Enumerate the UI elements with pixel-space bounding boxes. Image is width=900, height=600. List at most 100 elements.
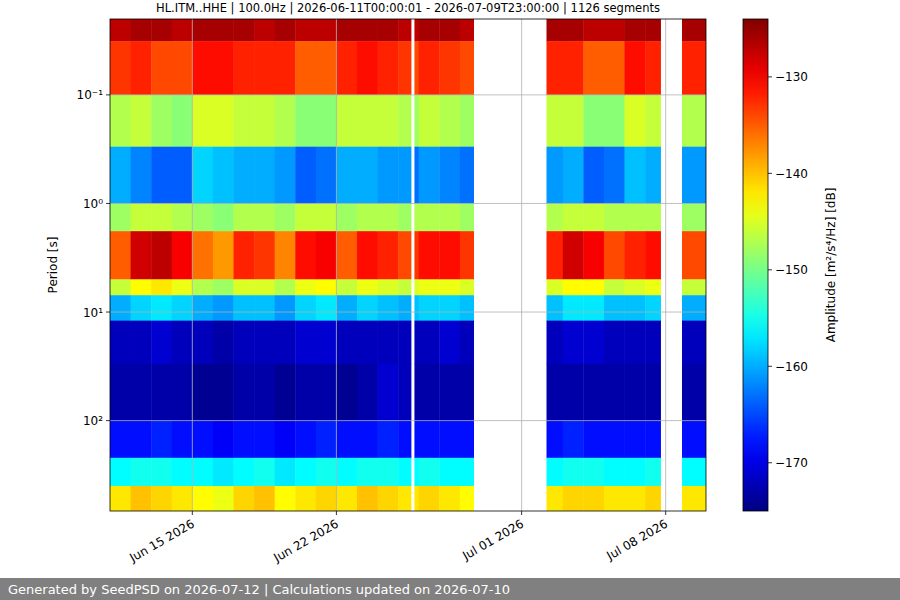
psd-cell (625, 147, 646, 204)
psd-cell (110, 147, 131, 204)
psd-cell (419, 95, 440, 147)
psd-cell (625, 41, 646, 95)
psd-cell (439, 421, 460, 459)
psd-cell (213, 364, 234, 421)
psd-cell (460, 364, 474, 421)
psd-cell (419, 486, 440, 511)
psd-cell (336, 421, 357, 459)
psd-cell (378, 95, 399, 147)
psd-cell (625, 421, 646, 459)
psd-cell (398, 321, 411, 365)
psd-cell (419, 19, 440, 42)
psd-cell (439, 95, 460, 147)
psd-cell (357, 203, 378, 231)
psd-cell (275, 486, 296, 511)
psd-cell (110, 295, 131, 321)
psd-cell (563, 486, 584, 511)
chart: Jun 15 2026Jun 22 2026Jul 01 2026Jul 08 … (0, 0, 900, 600)
psd-cell (460, 486, 474, 511)
psd-cell (316, 421, 337, 459)
psd-cell (439, 41, 460, 95)
psd-cell (295, 95, 316, 147)
colorbar-tick-label: −130 (775, 70, 808, 84)
psd-cell (275, 147, 296, 204)
psd-cell (546, 95, 563, 147)
x-tick (521, 511, 522, 515)
psd-cell (254, 41, 275, 95)
psd-cell (275, 231, 296, 280)
psd-cell (151, 231, 172, 280)
psd-cell (151, 41, 172, 95)
psd-cell (625, 19, 646, 42)
psd-cell (295, 295, 316, 321)
psd-cell (172, 486, 193, 511)
psd-cell (583, 203, 604, 231)
colorbar: −130−140−150−160−170Amplitude [m²/s⁴/Hz]… (743, 19, 838, 511)
psd-cell (645, 486, 661, 511)
y-tick-label: 10⁰ (83, 197, 103, 211)
psd-cell (563, 19, 584, 42)
psd-cell (378, 41, 399, 95)
psd-cell (378, 295, 399, 321)
psd-cell (378, 421, 399, 459)
psd-cell (254, 19, 275, 42)
psd-cell (414, 486, 419, 511)
psd-cell (604, 41, 625, 95)
psd-cell (254, 95, 275, 147)
psd-cell (563, 321, 584, 365)
psd-cell (254, 203, 275, 231)
x-tick-label: Jul 01 2026 (459, 517, 526, 564)
psd-cell (131, 486, 152, 511)
psd-cell (682, 147, 706, 204)
psd-cell (439, 279, 460, 295)
psd-cell (583, 19, 604, 42)
psd-cell (563, 147, 584, 204)
psd-cell (336, 458, 357, 487)
x-grid-line (336, 19, 337, 511)
psd-cell (110, 203, 131, 231)
psd-cell (378, 203, 399, 231)
psd-cell (254, 279, 275, 295)
psd-cell (414, 458, 419, 487)
colorbar-title: Amplitude [m²/s⁴/Hz] [dB] (824, 188, 838, 343)
psd-cell (213, 279, 234, 295)
psd-cell (419, 203, 440, 231)
psd-cell (414, 421, 419, 459)
psd-cell (192, 147, 213, 204)
x-tick-label: Jun 22 2026 (271, 517, 341, 566)
psd-cell (625, 486, 646, 511)
psd-cell (645, 203, 661, 231)
cells (110, 19, 706, 511)
x-axis: Jun 15 2026Jun 22 2026Jul 01 2026Jul 08 … (126, 511, 670, 565)
psd-cell (563, 231, 584, 280)
psd-cell (233, 421, 254, 459)
psd-cell (192, 231, 213, 280)
psd-cell (110, 19, 131, 42)
psd-cell (275, 364, 296, 421)
psd-cell (192, 421, 213, 459)
psd-cell (378, 147, 399, 204)
psd-cell (233, 203, 254, 231)
psd-cell (439, 458, 460, 487)
y-axis-title: Period [s] (46, 237, 60, 294)
psd-cell (419, 279, 440, 295)
psd-cell (583, 147, 604, 204)
psd-cell (336, 486, 357, 511)
psd-cell (414, 295, 419, 321)
psd-cell (233, 364, 254, 421)
psd-cell (213, 295, 234, 321)
psd-cell (233, 95, 254, 147)
psd-cell (316, 41, 337, 95)
psd-cell (275, 421, 296, 459)
psd-cell (151, 321, 172, 365)
psd-cell (563, 295, 584, 321)
psd-cell (645, 321, 661, 365)
psd-cell (546, 421, 563, 459)
psd-cell (336, 41, 357, 95)
psd-cell (357, 19, 378, 42)
psd-cell (563, 364, 584, 421)
psd-cell (398, 458, 411, 487)
psd-cell (316, 295, 337, 321)
psd-cell (625, 364, 646, 421)
psd-cell (357, 295, 378, 321)
